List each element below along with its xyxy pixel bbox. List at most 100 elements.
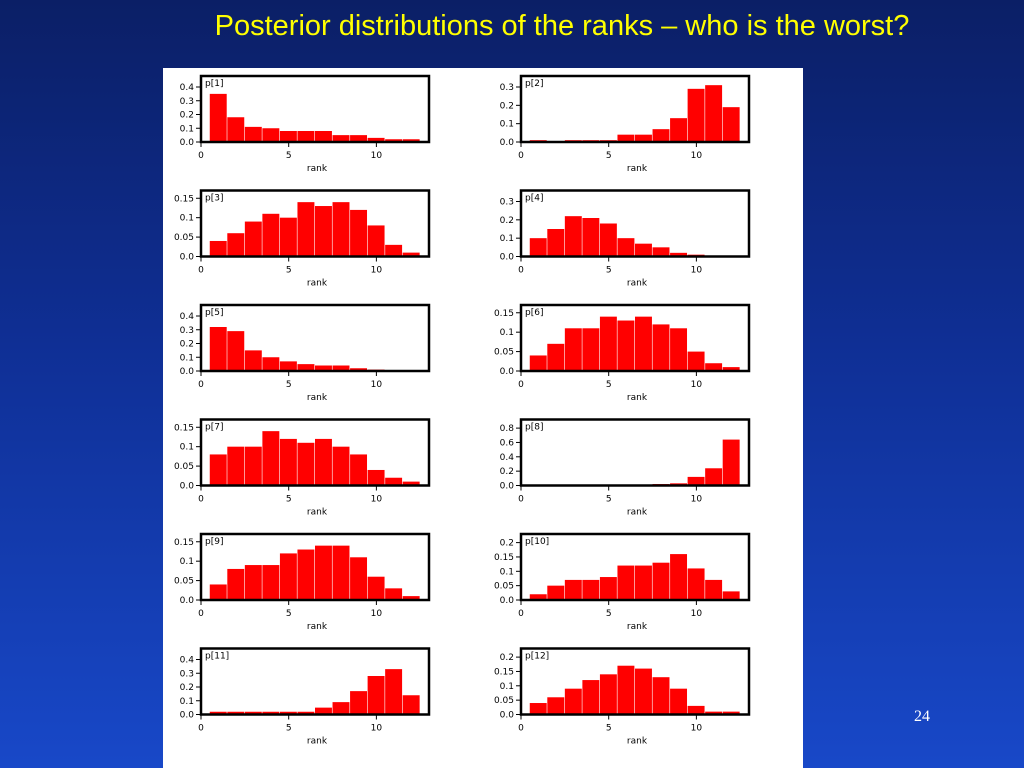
histogram-bar — [687, 88, 705, 142]
histogram-bar — [332, 702, 350, 715]
histogram-bar — [227, 233, 245, 257]
histogram-bar — [262, 357, 280, 371]
histogram-bar — [705, 468, 723, 486]
histogram-bar — [652, 324, 670, 371]
x-tick-label: 0 — [198, 380, 204, 390]
histogram-bar — [529, 355, 547, 371]
histogram-bar — [722, 591, 740, 600]
plot-frame — [199, 74, 431, 144]
histogram-bar — [332, 365, 350, 371]
y-tick-label: 0.1 — [180, 353, 194, 363]
x-axis-label: rank — [307, 279, 328, 289]
histogram-bar — [617, 238, 635, 257]
panel-title: p[2] — [525, 79, 543, 89]
panel-title: p[5] — [205, 308, 223, 318]
histogram-bar — [529, 594, 547, 600]
y-tick-label: 0.15 — [174, 423, 194, 433]
y-tick-label: 0.8 — [500, 424, 515, 434]
y-tick-label: 0.3 — [500, 83, 514, 93]
panel-title: p[7] — [205, 423, 223, 433]
plot-frame — [519, 418, 751, 487]
histogram-bar — [209, 327, 227, 371]
histogram-bar — [599, 223, 617, 257]
plot-frame — [199, 303, 431, 373]
page-number: 24 — [914, 708, 930, 725]
x-tick-label: 10 — [691, 724, 703, 734]
x-axis-label: rank — [307, 508, 328, 518]
histogram-bar — [315, 365, 332, 371]
histogram-bar — [582, 579, 600, 600]
histogram-bar — [315, 545, 332, 600]
histogram-bar — [227, 711, 245, 715]
y-tick-label: 0.4 — [500, 453, 515, 463]
x-tick-label: 5 — [606, 724, 612, 734]
y-tick-label: 0.0 — [180, 253, 195, 263]
y-tick-label: 0.15 — [494, 309, 514, 319]
x-tick-label: 0 — [518, 495, 524, 505]
histogram-bar — [297, 202, 315, 257]
x-tick-label: 0 — [198, 151, 204, 161]
y-tick-label: 0.1 — [180, 214, 194, 224]
x-tick-label: 10 — [371, 724, 383, 734]
x-tick-label: 10 — [691, 266, 703, 276]
y-tick-label: 0.2 — [500, 467, 514, 477]
y-tick-label: 0.15 — [174, 538, 194, 548]
histogram-bar — [617, 134, 635, 142]
panel-title: p[4] — [525, 194, 543, 204]
x-tick-label: 0 — [518, 724, 524, 734]
plot-frame — [199, 647, 431, 716]
y-tick-label: 0.0 — [180, 596, 195, 606]
plot-frame — [519, 303, 751, 373]
x-tick-label: 10 — [691, 380, 703, 390]
x-tick-label: 5 — [606, 151, 612, 161]
y-tick-label: 0.1 — [500, 682, 514, 692]
x-tick-label: 10 — [371, 266, 383, 276]
histogram-bar — [244, 350, 262, 371]
y-tick-label: 0.2 — [180, 340, 194, 350]
plot-frame — [519, 74, 751, 144]
histogram-bar — [297, 364, 315, 371]
x-tick-label: 10 — [691, 151, 703, 161]
y-tick-label: 0.3 — [180, 97, 194, 107]
y-tick-label: 0.0 — [500, 253, 515, 263]
panel-title: p[3] — [205, 194, 223, 204]
y-tick-label: 0.2 — [180, 683, 194, 693]
x-tick-label: 5 — [286, 151, 292, 161]
histogram-bar — [722, 711, 740, 715]
x-tick-label: 0 — [198, 724, 204, 734]
histogram-bar — [722, 107, 740, 142]
histogram-bar — [547, 343, 565, 371]
histogram-bar — [262, 431, 280, 486]
y-tick-label: 0.4 — [180, 656, 195, 666]
histogram-bar — [209, 584, 227, 600]
x-tick-label: 0 — [518, 609, 524, 619]
y-tick-label: 0.1 — [180, 697, 194, 707]
y-tick-label: 0.0 — [180, 138, 195, 148]
histogram-bar — [367, 469, 385, 486]
histogram-bar — [705, 711, 723, 715]
y-tick-label: 0.1 — [500, 234, 514, 244]
histogram-bar — [279, 217, 297, 257]
histogram-bar — [350, 691, 368, 715]
y-tick-label: 0.05 — [494, 696, 514, 706]
x-axis-label: rank — [307, 393, 328, 403]
histogram-bar — [332, 446, 350, 486]
y-tick-label: 0.2 — [500, 653, 514, 663]
panel-title: p[8] — [525, 423, 543, 433]
y-tick-label: 0.0 — [500, 711, 515, 721]
histogram-panel: p[8] 0.0 0.2 0.4 0.6 0.8 0 5 10 rank — [500, 418, 751, 518]
y-tick-label: 0.15 — [494, 667, 514, 677]
y-tick-label: 0.3 — [180, 669, 194, 679]
histogram-bar — [599, 316, 617, 371]
histogram-bar — [547, 697, 565, 715]
x-tick-label: 5 — [286, 266, 292, 276]
x-tick-label: 10 — [371, 151, 383, 161]
y-tick-label: 0.2 — [500, 216, 514, 226]
x-axis-label: rank — [307, 622, 328, 632]
histogram-bar — [227, 331, 245, 371]
panel-title: p[11] — [205, 652, 229, 662]
histogram-bar — [670, 328, 688, 371]
histogram-bar — [244, 446, 262, 486]
histogram-bar — [529, 238, 547, 257]
x-axis-label: rank — [627, 164, 648, 174]
